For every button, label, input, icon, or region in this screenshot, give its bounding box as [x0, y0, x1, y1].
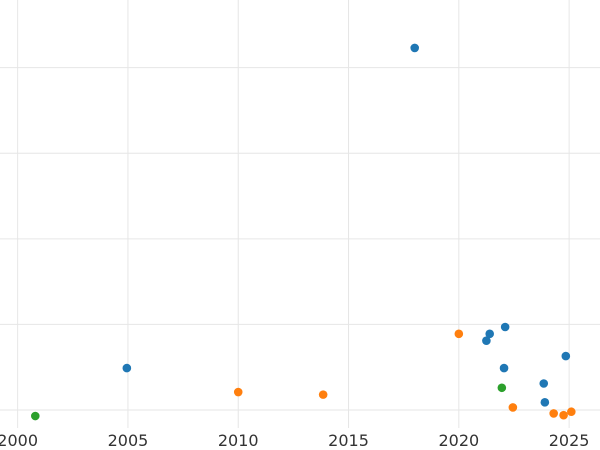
data-point [318, 390, 328, 399]
data-point [410, 43, 420, 53]
data-point [122, 363, 132, 373]
data-point [508, 403, 518, 412]
x-tick-label: 2020 [438, 431, 479, 450]
data-point [482, 336, 491, 345]
data-point [30, 411, 40, 421]
data-point [499, 363, 509, 373]
x-tick-label: 2000 [0, 431, 38, 450]
x-tick-label: 2005 [108, 431, 149, 450]
x-tick-label: 2010 [218, 431, 259, 450]
x-tick-label: 2015 [328, 431, 369, 450]
data-point [497, 383, 507, 393]
data-point [233, 387, 243, 397]
data-point [549, 409, 558, 418]
data-point [559, 410, 568, 420]
data-point [485, 329, 495, 339]
data-point [561, 351, 571, 361]
data-point [500, 322, 510, 332]
data-point [567, 407, 576, 417]
data-point [539, 379, 549, 388]
x-axis-tick-labels: 2000 2005 2010 2015 2020 2025 [0, 431, 589, 450]
data-points [30, 43, 576, 421]
x-tick-label: 2025 [549, 431, 590, 450]
data-point [454, 329, 464, 339]
grid [0, 0, 600, 428]
data-point [540, 398, 550, 407]
